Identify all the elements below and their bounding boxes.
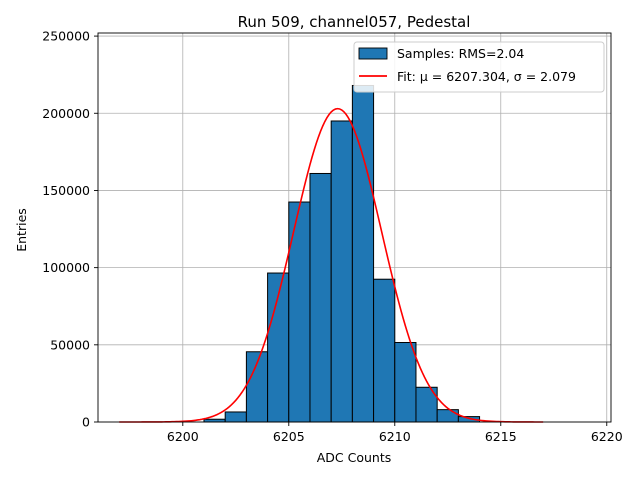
x-tick-label: 6210 xyxy=(379,429,411,444)
x-tick-label: 6205 xyxy=(273,429,305,444)
y-tick-label: 150000 xyxy=(42,183,90,198)
legend-box xyxy=(353,41,605,93)
histogram-bar xyxy=(436,409,459,423)
y-tick-label: 200000 xyxy=(42,106,90,121)
histogram-bar xyxy=(330,120,353,423)
x-tick-label: 6215 xyxy=(485,429,517,444)
y-axis-label: Entries xyxy=(14,208,29,252)
x-axis-label: ADC Counts xyxy=(317,450,392,465)
fit-curve xyxy=(119,107,544,423)
legend-label-fit: Fit: μ = 6207.304, σ = 2.079 xyxy=(397,69,576,84)
y-tick-label: 100000 xyxy=(42,260,90,275)
histogram-bar xyxy=(394,342,417,423)
histogram-bar xyxy=(288,201,311,423)
x-axis-ticks: 6200 6205 6210 6215 6220 xyxy=(167,422,623,444)
histogram-bar xyxy=(351,84,375,423)
x-tick-label: 6220 xyxy=(591,429,623,444)
histogram-bar xyxy=(373,278,396,423)
legend: Samples: RMS=2.04 Fit: μ = 6207.304, σ =… xyxy=(353,41,605,93)
histogram-bars xyxy=(203,84,481,423)
plot-area-frame xyxy=(97,32,612,423)
y-axis-ticks: 0 50000 100000 150000 200000 250000 xyxy=(42,29,98,430)
legend-label-samples: Samples: RMS=2.04 xyxy=(397,46,524,61)
y-tick-label: 250000 xyxy=(42,29,90,44)
y-tick-label: 0 xyxy=(82,415,90,430)
legend-patch-samples xyxy=(358,47,388,60)
chart-title: Run 509, channel057, Pedestal xyxy=(238,13,471,31)
y-tick-label: 50000 xyxy=(50,337,90,352)
x-tick-label: 6200 xyxy=(167,429,199,444)
histogram-bar xyxy=(309,172,332,423)
histogram-bar xyxy=(224,411,247,423)
